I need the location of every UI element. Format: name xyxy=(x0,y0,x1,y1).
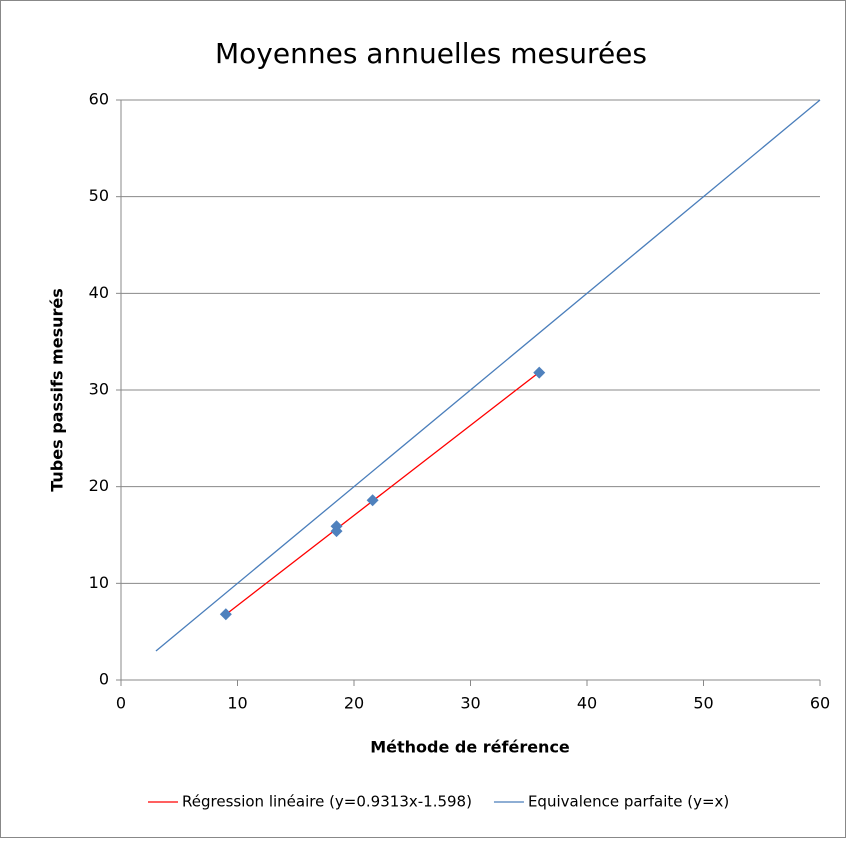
x-tick-label: 10 xyxy=(227,694,247,713)
data-point xyxy=(366,494,379,507)
x-tick-label: 0 xyxy=(116,694,126,713)
x-tick-label: 30 xyxy=(460,694,480,713)
x-tick-label: 40 xyxy=(577,694,597,713)
x-axis-label: Méthode de référence xyxy=(370,738,570,757)
x-tick-label: 60 xyxy=(810,694,830,713)
y-tick-label: 60 xyxy=(89,90,109,109)
data-point xyxy=(533,366,546,379)
x-tick-label: 20 xyxy=(344,694,364,713)
legend-label: Régression linéaire (y=0.9313x-1.598) xyxy=(182,793,472,811)
y-axis-label: Tubes passifs mesurés xyxy=(48,288,67,491)
y-tick-label: 20 xyxy=(89,476,109,495)
series-line xyxy=(155,99,821,652)
y-tick-label: 30 xyxy=(89,380,109,399)
y-tick-label: 10 xyxy=(89,573,109,592)
chart-title: Moyennes annuelles mesurées xyxy=(215,37,647,70)
data-point xyxy=(219,608,232,621)
x-tick-label: 50 xyxy=(693,694,713,713)
legend-label: Equivalence parfaite (y=x) xyxy=(528,793,729,811)
y-tick-label: 0 xyxy=(99,670,109,689)
data-point xyxy=(330,525,343,538)
y-tick-label: 50 xyxy=(89,186,109,205)
y-tick-label: 40 xyxy=(89,283,109,302)
series-line xyxy=(225,371,540,615)
